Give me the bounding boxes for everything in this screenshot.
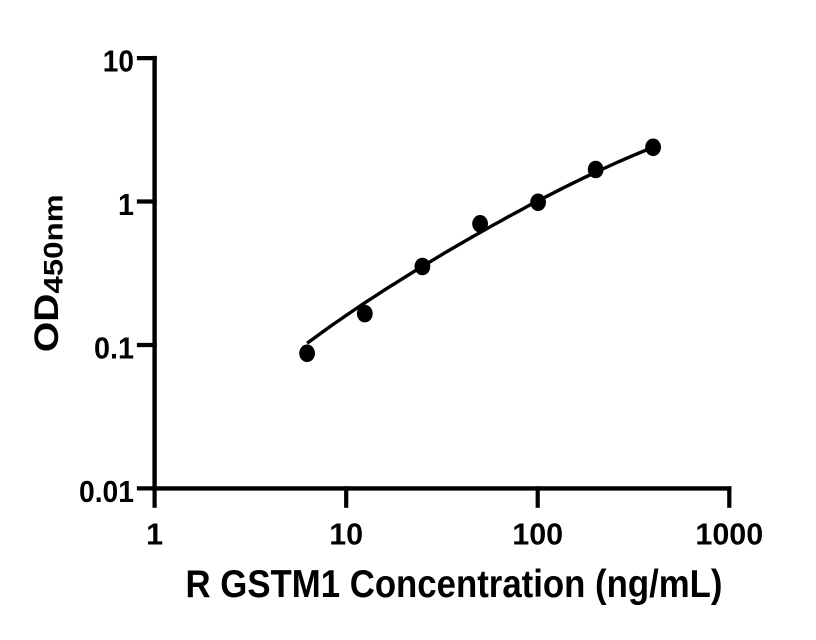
svg-text:0.1: 0.1 (94, 332, 134, 366)
svg-text:R GSTM1 Concentration (ng/mL): R GSTM1 Concentration (ng/mL) (186, 563, 723, 606)
svg-text:1000: 1000 (695, 518, 763, 552)
svg-text:100: 100 (512, 518, 563, 552)
svg-text:0.01: 0.01 (79, 475, 134, 509)
svg-text:10: 10 (329, 518, 363, 552)
svg-text:1: 1 (118, 188, 134, 222)
svg-text:1: 1 (146, 518, 163, 552)
svg-text:10: 10 (103, 45, 134, 79)
svg-text:OD450nm: OD450nm (28, 194, 69, 352)
